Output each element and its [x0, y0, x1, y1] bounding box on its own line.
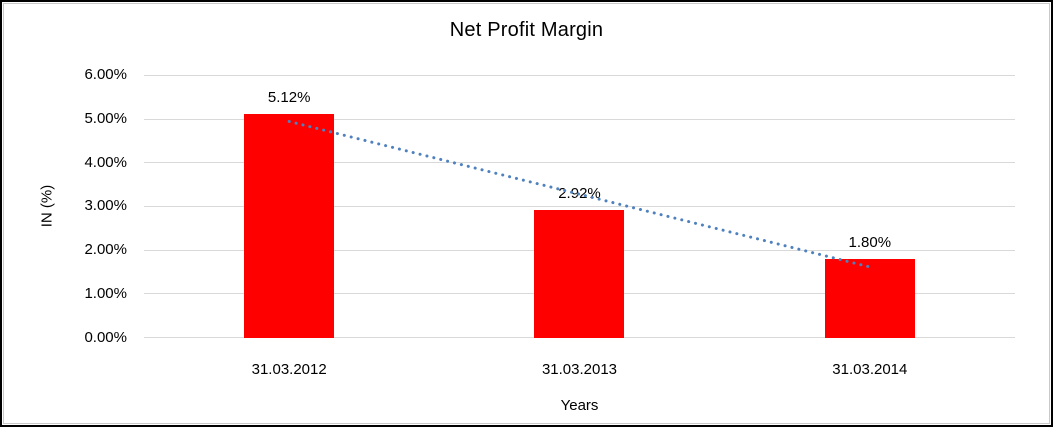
y-tick-label: 5.00% — [84, 109, 127, 127]
bar — [534, 210, 625, 338]
bar-series: 5.12% 2.92% 1.80% — [144, 75, 1015, 338]
y-tick-label: 3.00% — [84, 197, 127, 215]
y-axis-title: IN (%) — [38, 184, 56, 228]
chart-title: Net Profit Margin — [449, 19, 604, 41]
y-axis-tick-labels: 6.00% 5.00% 4.00% 3.00% 2.00% 1.00% 0.00… — [42, 67, 127, 346]
category-slot: 5.12% — [144, 75, 434, 338]
x-tick-label: 31.03.2014 — [832, 361, 908, 378]
bar-value-label: 2.92% — [558, 185, 601, 203]
gridline — [144, 118, 1015, 120]
y-tick-label: 4.00% — [84, 153, 127, 171]
x-tick-label: 31.03.2012 — [251, 361, 327, 378]
bar-value-label: 1.80% — [848, 234, 892, 252]
bar-value-label: 5.12% — [267, 88, 311, 106]
y-tick-label: 2.00% — [84, 241, 127, 259]
category-slot: 2.92% — [434, 75, 724, 338]
gridline — [144, 75, 1015, 76]
y-tick-label: 1.00% — [84, 285, 127, 303]
x-axis-title: Years — [560, 397, 599, 414]
bar — [824, 259, 915, 338]
y-tick-label: 0.00% — [84, 328, 127, 346]
x-tick-label: 31.03.2013 — [541, 361, 618, 378]
y-tick-label: 6.00% — [84, 66, 127, 83]
category-slot: 1.80% — [725, 75, 1015, 338]
plot-area: 5.12% 2.92% 1.80% — [144, 75, 1015, 338]
bar — [244, 113, 335, 338]
x-axis-tick-labels: 31.03.2012 31.03.2013 31.03.2014 — [144, 361, 1015, 378]
